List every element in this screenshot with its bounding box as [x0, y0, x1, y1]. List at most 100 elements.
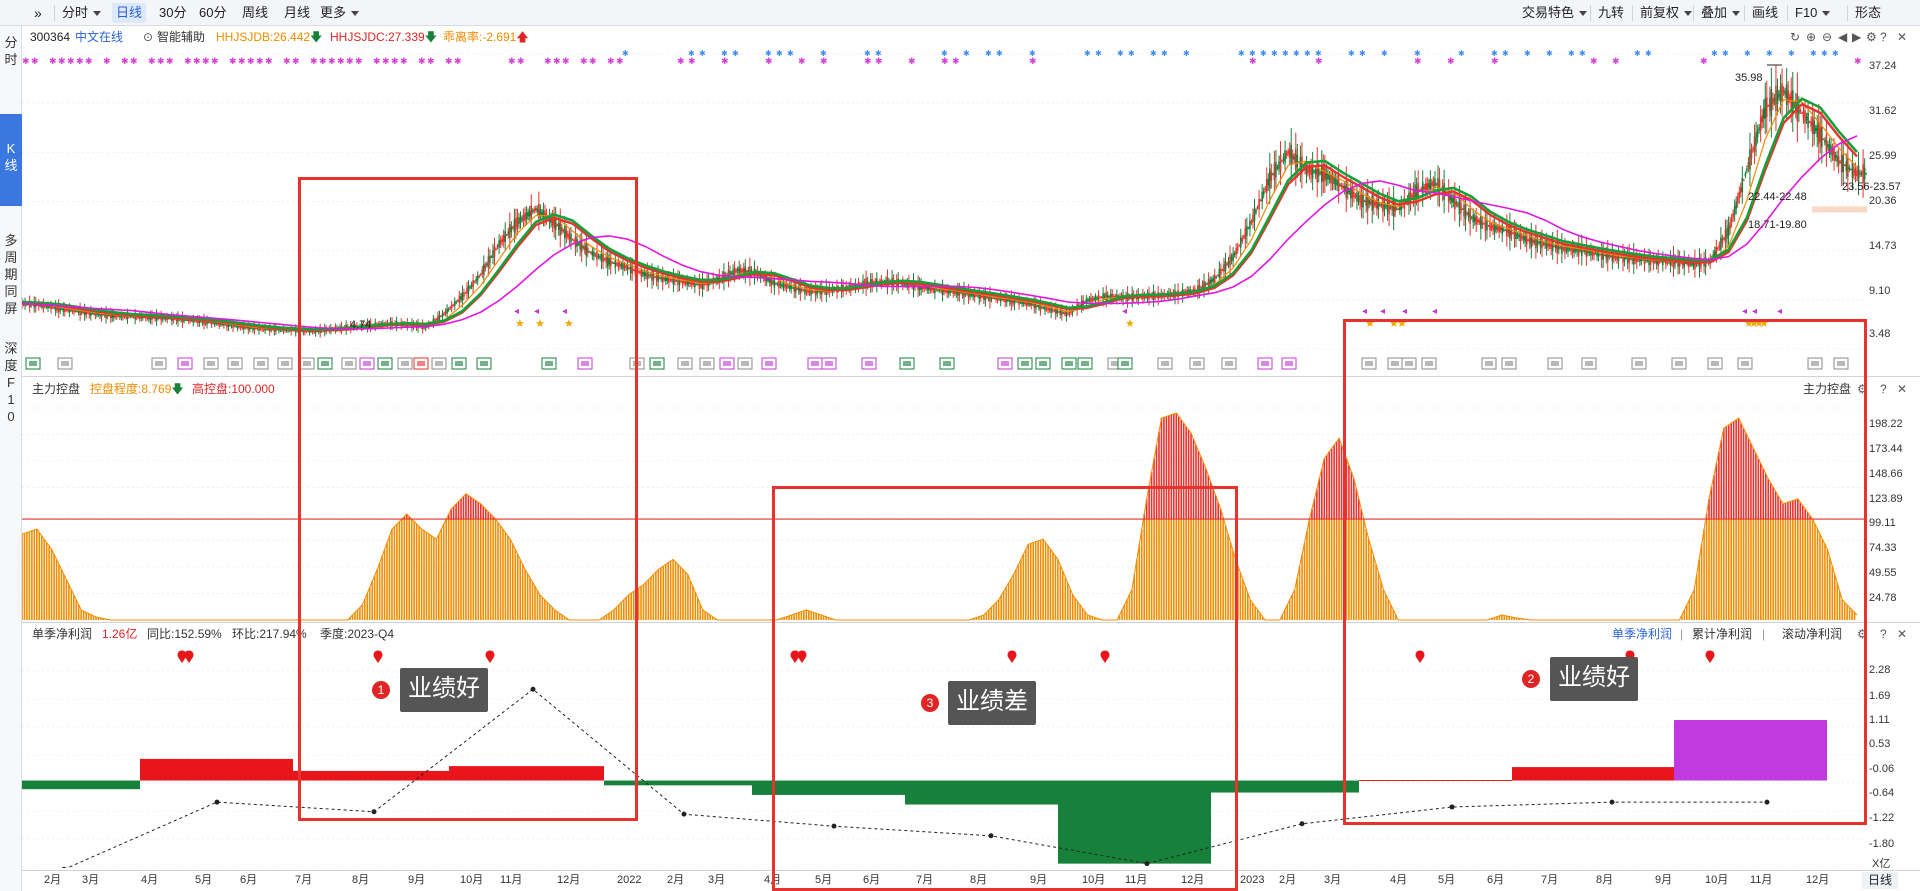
- profit-help-icon[interactable]: ?: [1880, 627, 1887, 641]
- toolbar-2[interactable]: 30分: [155, 3, 190, 23]
- candle-body: [1784, 91, 1786, 95]
- control-axis-5: 74.33: [1869, 542, 1897, 554]
- resistance-band: [1812, 206, 1867, 212]
- close-icon[interactable]: ✕: [1897, 30, 1907, 44]
- candle-body: [951, 291, 953, 292]
- candle-body: [1816, 125, 1818, 137]
- signal-badge-fill: [29, 361, 37, 366]
- nav-item-fenshi[interactable]: 分 时: [0, 34, 22, 74]
- candle-body: [1324, 167, 1326, 181]
- candle-body: [255, 328, 257, 329]
- kline-axis-6: 3.48: [1869, 328, 1890, 340]
- control-close-icon[interactable]: ✕: [1897, 382, 1907, 396]
- nav-item-kline[interactable]: K 线: [0, 114, 22, 206]
- refresh-icon[interactable]: ↻: [1790, 30, 1800, 44]
- toolbar-right-3[interactable]: 叠加: [1697, 3, 1744, 23]
- annotation-label-2: 业绩好: [1550, 657, 1638, 701]
- control-axis-3: 123.89: [1869, 493, 1903, 505]
- toolbar-right-4[interactable]: 画线: [1748, 3, 1782, 23]
- signal-dot: ✱: [76, 56, 84, 66]
- toolbar-5[interactable]: 月线: [280, 3, 314, 23]
- candle-body: [1321, 164, 1323, 182]
- pan-left-icon[interactable]: ◀: [1838, 30, 1847, 44]
- candle-body: [1046, 308, 1048, 310]
- candle-body: [1748, 162, 1750, 168]
- toolbar-1[interactable]: 日线: [112, 3, 146, 23]
- candle-body: [1015, 301, 1017, 302]
- signal-dot: ✱: [22, 56, 30, 66]
- toolbar-3[interactable]: 60分: [195, 3, 230, 23]
- candle-body: [1503, 229, 1505, 230]
- annotation-num-1: 1: [372, 681, 390, 699]
- candle-body: [1527, 240, 1529, 241]
- toolbar-0[interactable]: 分时: [58, 3, 105, 23]
- signal-dot: ✱: [1711, 49, 1718, 58]
- indicator-bias: 乖离率:-2.691🡅: [443, 30, 529, 44]
- x-tick-32: 10月: [1705, 874, 1728, 886]
- assist-dropdown-icon[interactable]: ⊙: [143, 30, 153, 44]
- signal-dot: ✱: [391, 56, 399, 66]
- candle-body: [1208, 279, 1210, 287]
- nav-item-f10[interactable]: 深 度 F 1 0: [0, 340, 22, 430]
- signal-dot: ✱: [952, 56, 960, 66]
- candle-body: [1297, 154, 1299, 167]
- candle-body: [1660, 261, 1662, 262]
- candle-body: [1202, 284, 1204, 288]
- zoom-out-icon[interactable]: ⊖: [1822, 30, 1832, 44]
- candle-body: [1086, 299, 1088, 303]
- candle-body: [798, 287, 800, 291]
- highlight-box-1: [298, 177, 638, 821]
- candle-body: [1041, 307, 1043, 308]
- toolbar-right-6[interactable]: 形态: [1851, 3, 1885, 23]
- x-tick-31: 9月: [1655, 874, 1672, 886]
- signal-dot: ✱: [1766, 49, 1773, 58]
- toolbar-right-0[interactable]: 交易特色: [1518, 3, 1591, 23]
- smart-assist-label[interactable]: 智能辅助: [157, 30, 205, 44]
- candle-body: [1801, 113, 1803, 114]
- stock-name[interactable]: 中文在线: [75, 30, 123, 44]
- toolbar-right-5[interactable]: F10: [1791, 3, 1834, 23]
- candle-body: [1761, 115, 1763, 122]
- profit-value: 1.26亿: [102, 627, 137, 641]
- candle-body: [994, 298, 996, 299]
- candle-body: [1475, 215, 1477, 224]
- signal-dot: ✱: [562, 56, 570, 66]
- signal-dot: ✱: [765, 56, 773, 66]
- toolbar-6[interactable]: 更多: [316, 3, 363, 23]
- toolbar-4[interactable]: 周线: [238, 3, 272, 23]
- candle-body: [1258, 199, 1260, 209]
- double-chevron-right-icon[interactable]: »: [30, 3, 46, 23]
- candle-body: [1272, 174, 1274, 175]
- candle-body: [1477, 219, 1479, 222]
- candle-body: [1757, 131, 1759, 138]
- candle-body: [696, 284, 698, 285]
- candle-body: [212, 323, 214, 324]
- signal-dot: ✱: [1150, 49, 1157, 58]
- candle-body: [1523, 236, 1525, 240]
- profit-close-icon[interactable]: ✕: [1897, 627, 1907, 641]
- toolbar-right-1[interactable]: 九转: [1594, 3, 1628, 23]
- candle-body: [1760, 117, 1762, 131]
- candle-body: [1728, 225, 1730, 236]
- toolbar-right-2[interactable]: 前复权: [1636, 3, 1696, 23]
- pan-right-icon[interactable]: ▶: [1852, 30, 1861, 44]
- signal-badge-fill: [825, 361, 833, 366]
- help-icon[interactable]: ?: [1880, 30, 1887, 44]
- candle-body: [1742, 178, 1744, 192]
- candle-body: [1425, 184, 1427, 191]
- nav-item-multi-period[interactable]: 多 周 期 同 屏: [0, 232, 22, 322]
- control-help-icon[interactable]: ?: [1880, 382, 1887, 396]
- candle-body: [801, 289, 803, 291]
- kline-axis-5: 9.10: [1869, 285, 1890, 297]
- zoom-in-icon[interactable]: ⊕: [1806, 30, 1816, 44]
- candle-body: [1390, 207, 1392, 208]
- period-label[interactable]: 日线: [1862, 872, 1898, 889]
- candle-body: [1764, 98, 1766, 118]
- settings-gear-icon[interactable]: ⚙: [1866, 30, 1877, 44]
- x-tick-29: 7月: [1541, 874, 1558, 886]
- signal-dot: ✱: [1700, 56, 1708, 66]
- candle-body: [1752, 148, 1754, 150]
- candle-body: [1462, 209, 1464, 210]
- candle-body: [1495, 226, 1497, 230]
- candle-body: [1352, 189, 1354, 199]
